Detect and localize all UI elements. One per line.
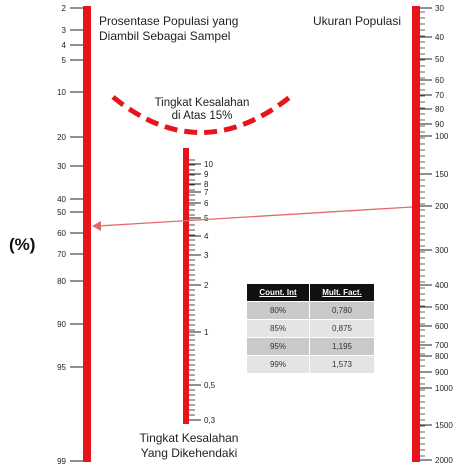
middle-tick-label: 3 xyxy=(204,251,209,260)
arrow-head xyxy=(92,221,101,231)
left-tick-label: 70 xyxy=(57,250,66,259)
middle-tick-label: 10 xyxy=(204,160,213,169)
table-row: 80% 0,780 xyxy=(246,301,375,320)
middle-tick-label: 2 xyxy=(204,281,209,290)
middle-tick-label: 5 xyxy=(204,214,209,223)
confidence-level: 99% xyxy=(246,355,310,374)
header-confidence-interval: Count. Int xyxy=(246,283,310,302)
middle-tick-label: 7 xyxy=(204,188,209,197)
middle-tick-label: 0,5 xyxy=(204,381,216,390)
right-tick-label: 40 xyxy=(435,33,444,42)
middle-scale-title-line2: Yang Dikehendaki xyxy=(141,446,238,460)
confidence-level: 80% xyxy=(246,301,310,320)
middle-tick-label: 8 xyxy=(204,180,209,189)
error-zone-arc xyxy=(111,95,292,135)
right-tick-label: 300 xyxy=(435,246,449,255)
confidence-level: 95% xyxy=(246,337,310,356)
left-tick-label: 80 xyxy=(57,277,66,286)
left-tick-label: 5 xyxy=(62,56,67,65)
left-tick-label: 3 xyxy=(62,26,67,35)
right-scale-title: Ukuran Populasi xyxy=(313,14,401,28)
header-multiplication-factor: Mult. Fact. xyxy=(309,283,375,302)
left-tick-label: 4 xyxy=(62,41,67,50)
right-tick-label: 50 xyxy=(435,55,444,64)
example-connecting-line xyxy=(97,206,413,227)
percent-unit-label: (%) xyxy=(9,235,35,254)
right-tick-label: 900 xyxy=(435,368,449,377)
multiplication-factor: 0,780 xyxy=(309,301,375,320)
middle-scale-bar xyxy=(183,148,189,424)
confidence-table-header: Count. Int Mult. Fact. xyxy=(246,283,375,302)
right-tick-label: 700 xyxy=(435,341,449,350)
right-tick-label: 30 xyxy=(435,4,444,13)
left-tick-label: 10 xyxy=(57,88,66,97)
left-tick-label: 30 xyxy=(57,162,66,171)
left-scale-bar xyxy=(83,6,91,462)
right-tick-label: 80 xyxy=(435,105,444,114)
left-tick-label: 90 xyxy=(57,320,66,329)
middle-tick-label: 4 xyxy=(204,232,209,241)
left-tick-label: 2 xyxy=(62,4,67,13)
right-tick-label: 60 xyxy=(435,76,444,85)
middle-tick-label: 0,3 xyxy=(204,416,216,425)
left-tick-label: 60 xyxy=(57,229,66,238)
left-tick-label: 99 xyxy=(57,457,66,465)
table-row: 85% 0,875 xyxy=(246,319,375,338)
confidence-level: 85% xyxy=(246,319,310,338)
right-tick-label: 90 xyxy=(435,120,444,129)
right-tick-label: 1000 xyxy=(435,384,453,393)
right-scale-bar xyxy=(412,6,420,462)
multiplication-factor: 1,195 xyxy=(309,337,375,356)
left-tick-label: 40 xyxy=(57,195,66,204)
middle-scale-title-line1: Tingkat Kesalahan xyxy=(140,431,239,445)
middle-tick-label: 9 xyxy=(204,170,209,179)
right-tick-label: 2000 xyxy=(435,456,453,465)
right-tick-label: 800 xyxy=(435,352,449,361)
right-tick-label: 70 xyxy=(435,91,444,100)
confidence-table: Count. Int Mult. Fact. 80% 0,780 85% 0,8… xyxy=(246,283,375,374)
multiplication-factor: 0,875 xyxy=(309,319,375,338)
middle-tick-label: 1 xyxy=(204,328,209,337)
middle-tick-label: 6 xyxy=(204,199,209,208)
error-zone-label-line1: Tingkat Kesalahan xyxy=(155,97,250,109)
table-row: 99% 1,573 xyxy=(246,355,375,374)
right-tick-label: 600 xyxy=(435,322,449,331)
error-zone-label-line2: di Atas 15% xyxy=(172,110,233,122)
multiplication-factor: 1,573 xyxy=(309,355,375,374)
right-scale-ticks: 30 40 50 60 70 80 90 100 150 200 300 400 500 600 700 80… xyxy=(420,4,453,465)
right-tick-label: 200 xyxy=(435,202,449,211)
left-tick-label: 20 xyxy=(57,133,66,142)
right-tick-label: 150 xyxy=(435,170,449,179)
left-tick-label: 95 xyxy=(57,363,66,372)
left-tick-label: 50 xyxy=(57,208,66,217)
right-tick-label: 100 xyxy=(435,132,449,141)
left-scale-title-line2: Diambil Sebagai Sampel xyxy=(99,29,230,43)
left-scale-title-line1: Prosentase Populasi yang xyxy=(99,14,238,28)
right-tick-label: 500 xyxy=(435,303,449,312)
table-row: 95% 1,195 xyxy=(246,337,375,356)
left-scale-ticks: 2 3 4 5 10 20 30 40 50 60 70 80 90 95 99 xyxy=(57,4,83,465)
right-tick-label: 1500 xyxy=(435,421,453,430)
right-tick-label: 400 xyxy=(435,281,449,290)
